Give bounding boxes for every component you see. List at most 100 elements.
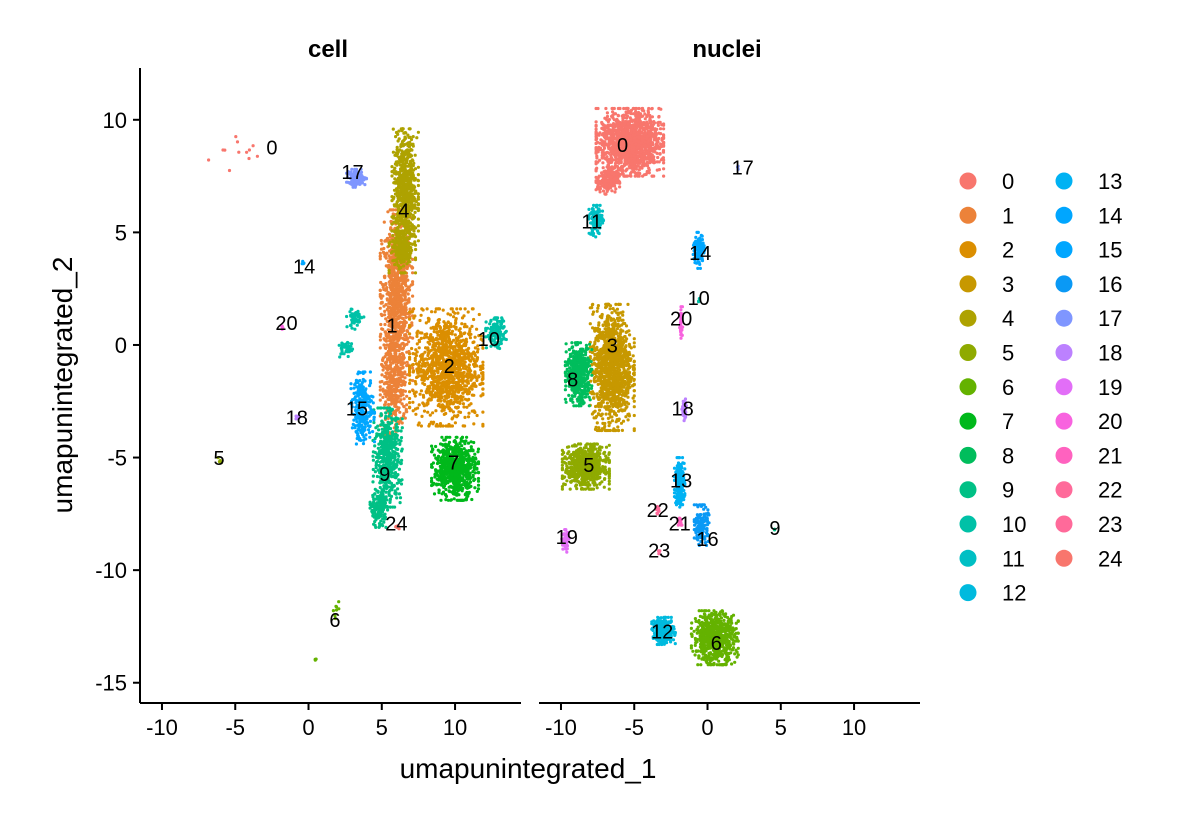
cell-point bbox=[417, 346, 421, 350]
cell-point bbox=[393, 230, 397, 234]
cell-point bbox=[440, 435, 444, 439]
cell-point bbox=[391, 297, 395, 301]
cell-point bbox=[380, 502, 384, 506]
cell-point bbox=[394, 350, 398, 354]
cell-point bbox=[399, 383, 404, 387]
cell-point bbox=[377, 504, 381, 509]
cell-point bbox=[383, 428, 387, 432]
cell-point bbox=[455, 435, 459, 439]
cell-point bbox=[376, 497, 380, 501]
cell-point bbox=[378, 288, 382, 293]
cell-point bbox=[386, 358, 390, 362]
cell-point bbox=[405, 360, 409, 364]
cell-point bbox=[396, 181, 400, 186]
cell-point bbox=[382, 246, 386, 251]
cell-point bbox=[384, 317, 388, 321]
cell-point bbox=[480, 371, 484, 375]
cell-point bbox=[416, 165, 420, 169]
cell-point bbox=[458, 344, 462, 348]
cell-point bbox=[355, 323, 359, 327]
cell-point bbox=[458, 460, 463, 464]
cell-point bbox=[379, 322, 383, 327]
cell-point bbox=[456, 397, 460, 401]
cell-point bbox=[405, 410, 409, 414]
cell-point bbox=[432, 341, 436, 346]
cell-point bbox=[396, 473, 400, 477]
cell-point bbox=[465, 457, 469, 461]
cell-point bbox=[407, 237, 411, 241]
cell-point bbox=[400, 426, 404, 430]
cell-point bbox=[396, 245, 400, 249]
cell-point bbox=[401, 151, 406, 155]
cell-point bbox=[400, 449, 404, 453]
cell-point bbox=[423, 364, 427, 368]
cell-point bbox=[431, 422, 435, 426]
cell-point bbox=[458, 441, 462, 445]
cell-point bbox=[461, 391, 465, 395]
cell-point bbox=[451, 379, 455, 383]
cell-point bbox=[353, 312, 357, 316]
cell-point bbox=[420, 331, 424, 335]
cell-point bbox=[416, 203, 420, 207]
cell-point bbox=[382, 389, 386, 393]
cell-point bbox=[441, 349, 445, 353]
cell-point bbox=[434, 357, 438, 361]
cell-point bbox=[467, 403, 471, 407]
cell-point bbox=[389, 435, 393, 439]
cell-point bbox=[409, 179, 413, 183]
cell-point bbox=[478, 382, 483, 386]
cell-point bbox=[403, 131, 407, 135]
cell-point bbox=[440, 335, 444, 339]
cell-point bbox=[417, 403, 421, 407]
cell-point bbox=[384, 451, 388, 455]
cell-point bbox=[395, 463, 399, 467]
cell-point bbox=[443, 459, 448, 463]
cell-point bbox=[390, 269, 394, 273]
cell-point bbox=[398, 241, 402, 245]
cell-point bbox=[402, 158, 406, 162]
cell-point bbox=[385, 343, 389, 347]
cell-point bbox=[388, 285, 392, 289]
cell-point bbox=[413, 203, 417, 207]
cell-point bbox=[405, 312, 409, 316]
cell-point bbox=[440, 409, 444, 413]
cell-point bbox=[398, 222, 402, 226]
cell-point bbox=[460, 322, 464, 326]
cell-point bbox=[383, 416, 388, 420]
cell-point bbox=[456, 311, 460, 315]
cell-point bbox=[356, 309, 360, 313]
cell-point bbox=[415, 136, 419, 140]
cell-point bbox=[457, 335, 461, 339]
cell-point bbox=[346, 341, 350, 345]
cell-point bbox=[428, 413, 432, 417]
cell-point bbox=[313, 658, 317, 662]
cell-point bbox=[380, 373, 384, 377]
cell-point bbox=[439, 478, 443, 482]
cell-point bbox=[385, 286, 389, 290]
cell-point bbox=[461, 476, 465, 480]
cell-point bbox=[377, 428, 381, 432]
cell-point bbox=[411, 271, 415, 275]
cell-point bbox=[462, 370, 466, 374]
cell-point bbox=[377, 452, 381, 456]
cell-point bbox=[422, 409, 427, 413]
cell-point bbox=[466, 310, 470, 314]
cell-point bbox=[467, 358, 471, 362]
cell-point bbox=[435, 348, 439, 352]
cell-point bbox=[468, 336, 472, 340]
cell-point bbox=[481, 410, 485, 414]
cell-point bbox=[401, 275, 405, 279]
cell-point bbox=[237, 150, 241, 154]
cell-point bbox=[371, 513, 375, 518]
cell-point bbox=[371, 454, 375, 458]
cell-point bbox=[463, 342, 467, 347]
cell-point bbox=[393, 366, 397, 370]
cell-point bbox=[388, 295, 392, 299]
cell-point bbox=[439, 363, 443, 367]
cell-point bbox=[422, 361, 426, 365]
cell-point bbox=[227, 168, 232, 173]
cell-point bbox=[395, 272, 399, 276]
cell-point bbox=[459, 455, 463, 459]
cell-point bbox=[411, 370, 415, 374]
cell-point bbox=[459, 447, 463, 452]
